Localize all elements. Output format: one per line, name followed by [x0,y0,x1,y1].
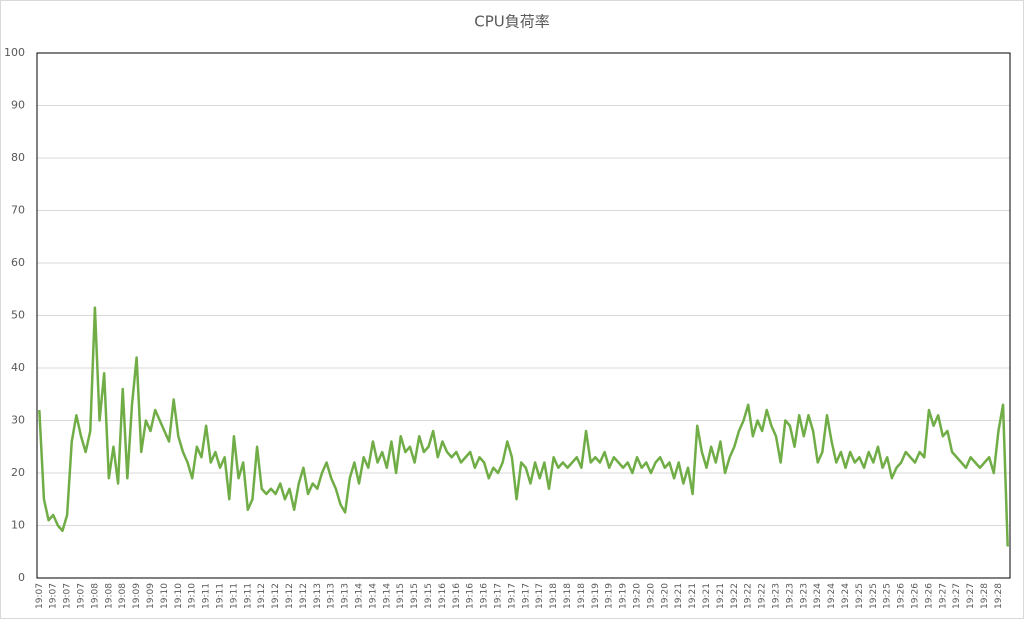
x-tick-label: 19:27 [952,583,962,609]
x-tick-label: 19:18 [549,583,559,609]
x-tick-label: 19:09 [132,583,142,609]
x-tick-label: 19:23 [772,583,782,609]
chart-title: CPU負荷率 [474,13,550,31]
x-tick-label: 19:11 [229,583,239,609]
x-tick-label: 19:15 [410,583,420,609]
x-tick-label: 19:10 [174,583,184,609]
x-tick-label: 19:22 [730,583,740,609]
x-tick-label: 19:28 [994,583,1004,609]
x-tick-label: 19:22 [744,583,754,609]
x-tick-label: 19:13 [313,583,323,609]
x-tick-label: 19:20 [633,583,643,609]
x-tick-label: 19:19 [591,583,601,609]
x-tick-label: 19:12 [257,583,267,609]
x-tick-label: 19:21 [716,583,726,609]
plot-frame [36,52,1011,579]
x-tick-label: 19:13 [327,583,337,609]
x-tick-label: 19:12 [299,583,309,609]
x-tick-label: 19:20 [646,583,656,609]
x-tick-label: 19:21 [674,583,684,609]
x-tick-label: 19:26 [924,583,934,609]
x-tick-label: 19:11 [243,583,253,609]
x-tick-label: 19:24 [827,583,837,609]
y-tick-label: 90 [11,99,25,112]
x-tick-label: 19:07 [49,583,59,609]
x-tick-label: 19:14 [368,583,378,609]
x-tick-label: 19:17 [521,583,531,609]
x-tick-label: 19:15 [396,583,406,609]
x-tick-label: 19:28 [980,583,990,609]
y-tick-label: 50 [11,309,25,322]
x-tick-label: 19:19 [605,583,615,609]
x-tick-label: 19:25 [883,583,893,609]
x-tick-label: 19:09 [146,583,156,609]
x-tick-label: 19:25 [855,583,865,609]
x-tick-label: 19:07 [63,583,73,609]
x-tick-label: 19:26 [911,583,921,609]
data-line [38,306,1009,547]
x-tick-label: 19:13 [341,583,351,609]
y-tick-label: 0 [18,571,25,584]
y-tick-label: 10 [11,519,25,532]
y-tick-label: 70 [11,204,25,217]
y-tick-label: 30 [11,414,25,427]
x-tick-label: 19:24 [813,583,823,609]
x-tick-label: 19:27 [966,583,976,609]
x-tick-label: 19:25 [869,583,879,609]
x-tick-label: 19:20 [660,583,670,609]
x-tick-label: 19:16 [466,583,476,609]
x-tick-label: 19:08 [90,583,100,609]
x-tick-label: 19:18 [577,583,587,609]
x-tick-label: 19:23 [799,583,809,609]
x-tick-label: 19:15 [424,583,434,609]
x-tick-label: 19:22 [758,583,768,609]
x-tick-label: 19:12 [271,583,281,609]
y-tick-label: 40 [11,361,25,374]
x-tick-label: 19:24 [841,583,851,609]
x-tick-label: 19:23 [785,583,795,609]
x-tick-label: 19:16 [438,583,448,609]
x-tick-label: 19:10 [160,583,170,609]
y-tick-label: 80 [11,151,25,164]
x-tick-label: 19:12 [285,583,295,609]
x-tick-label: 19:08 [104,583,114,609]
x-tick-label: 19:11 [202,583,212,609]
x-tick-label: 19:18 [563,583,573,609]
x-tick-label: 19:07 [35,583,45,609]
x-tick-label: 19:14 [355,583,365,609]
y-tick-label: 20 [11,466,25,479]
y-tick-label: 60 [11,256,25,269]
x-tick-label: 19:16 [452,583,462,609]
x-tick-label: 19:26 [897,583,907,609]
y-tick-label: 100 [4,46,25,59]
x-tick-label: 19:21 [688,583,698,609]
x-tick-label: 19:16 [480,583,490,609]
x-tick-label: 19:27 [938,583,948,609]
x-tick-label: 19:14 [382,583,392,609]
x-tick-label: 19:17 [535,583,545,609]
x-tick-label: 19:07 [77,583,87,609]
x-tick-label: 19:08 [118,583,128,609]
x-tick-label: 19:11 [216,583,226,609]
x-tick-label: 19:19 [619,583,629,609]
x-tick-label: 19:17 [507,583,517,609]
x-tick-label: 19:21 [702,583,712,609]
x-tick-label: 19:17 [494,583,504,609]
x-tick-label: 19:10 [188,583,198,609]
